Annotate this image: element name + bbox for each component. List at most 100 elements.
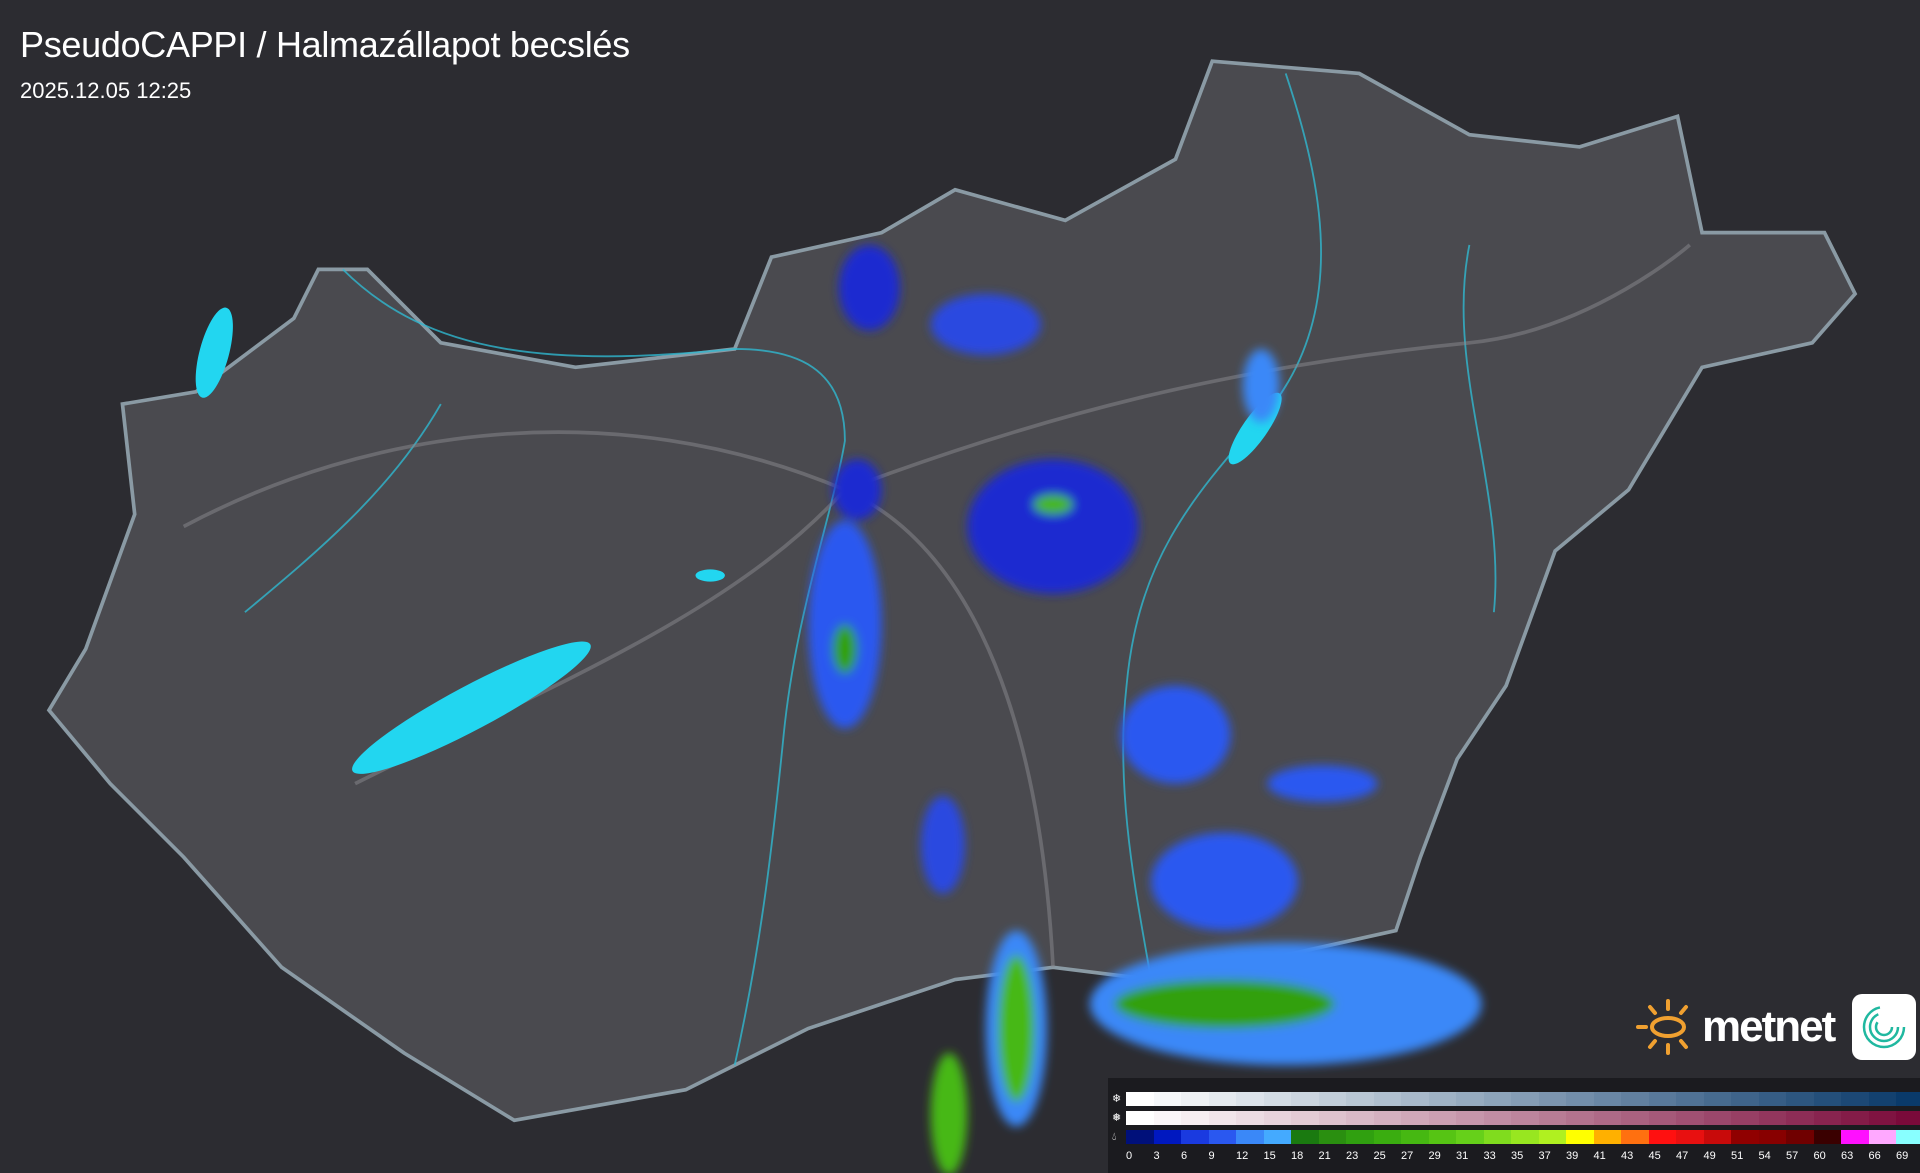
legend-swatch-mixed bbox=[1483, 1111, 1511, 1125]
legend-swatch-snow bbox=[1126, 1092, 1154, 1106]
legend-swatch-rain bbox=[1318, 1130, 1346, 1144]
legend-tick-label: 54 bbox=[1758, 1150, 1771, 1162]
legend-tick-label: 49 bbox=[1703, 1150, 1716, 1162]
legend-swatch-snow bbox=[1318, 1092, 1346, 1106]
legend-swatch-rain bbox=[1648, 1130, 1676, 1144]
legend-tick-label: 41 bbox=[1593, 1150, 1606, 1162]
legend-swatch-rain bbox=[1731, 1130, 1759, 1144]
legend-swatch-snow bbox=[1786, 1092, 1814, 1106]
legend-swatch-mixed bbox=[1676, 1111, 1704, 1125]
legend-swatch-snow bbox=[1428, 1092, 1456, 1106]
timestamp: 2025.12.05 12:25 bbox=[20, 78, 192, 103]
legend-swatch-mixed bbox=[1758, 1111, 1786, 1125]
legend-swatch-mixed bbox=[1456, 1111, 1484, 1125]
legend-swatch-snow bbox=[1511, 1092, 1539, 1106]
legend-swatch-rain bbox=[1456, 1130, 1484, 1144]
legend-swatch-rain bbox=[1786, 1130, 1814, 1144]
legend-ticks: 0 3 6 9 12 15 18 21 23 25 27 29 31 33 35 37 39 41 43 45 47 49… bbox=[1126, 1150, 1920, 1162]
legend-tick-label: 33 bbox=[1483, 1150, 1496, 1162]
legend-swatch-rain bbox=[1538, 1130, 1566, 1144]
legend-swatch-snow bbox=[1593, 1092, 1621, 1106]
legend-swatch-rain bbox=[1758, 1130, 1786, 1144]
legend-swatch-rain bbox=[1153, 1130, 1181, 1144]
legend-swatch-snow bbox=[1236, 1092, 1264, 1106]
legend-swatch-mixed bbox=[1703, 1111, 1731, 1125]
precipitation bbox=[808, 244, 1482, 1173]
legend-swatch-mixed bbox=[1566, 1111, 1594, 1125]
legend-swatch-rain bbox=[1346, 1130, 1374, 1144]
legend-tick-label: 21 bbox=[1318, 1150, 1331, 1162]
legend-swatch-mixed bbox=[1126, 1111, 1154, 1125]
brand-name: metnet bbox=[1702, 1002, 1836, 1051]
legend-tick-label: 51 bbox=[1731, 1150, 1744, 1162]
spiral-app-icon bbox=[1852, 994, 1917, 1060]
legend-tick-label: 12 bbox=[1236, 1150, 1249, 1162]
metnet-logo: metnet bbox=[1636, 994, 1917, 1060]
legend-swatch-rain bbox=[1621, 1130, 1649, 1144]
legend-swatch-snow bbox=[1208, 1092, 1236, 1106]
legend-tick-label: 31 bbox=[1456, 1150, 1469, 1162]
hungary-country bbox=[46, 59, 1858, 1123]
legend-tick-label: 0 bbox=[1126, 1150, 1133, 1162]
legend-swatch-rain bbox=[1676, 1130, 1704, 1144]
snowflake-icon: ❄ bbox=[1112, 1093, 1122, 1105]
legend-swatch-mixed bbox=[1511, 1111, 1539, 1125]
legend-swatch-rain bbox=[1483, 1130, 1511, 1144]
lake-balaton bbox=[352, 641, 591, 774]
legend-tick-label: 63 bbox=[1841, 1150, 1854, 1162]
legend-swatch-snow bbox=[1841, 1092, 1869, 1106]
legend-tick-label: 35 bbox=[1511, 1150, 1524, 1162]
legend-tick-label: 18 bbox=[1291, 1150, 1304, 1162]
legend-swatch-snow bbox=[1566, 1092, 1594, 1106]
legend-swatch-mixed bbox=[1841, 1111, 1869, 1125]
legend-swatch-mixed bbox=[1236, 1111, 1264, 1125]
legend-swatch-rain bbox=[1703, 1130, 1731, 1144]
lake-ferto bbox=[195, 307, 233, 398]
legend-tick-label: 60 bbox=[1813, 1150, 1826, 1162]
legend-swatch-rain bbox=[1511, 1130, 1539, 1144]
legend-swatch-mixed bbox=[1621, 1111, 1649, 1125]
legend-swatch-snow bbox=[1291, 1092, 1319, 1106]
legend-swatch-snow bbox=[1703, 1092, 1731, 1106]
legend-swatch-snow bbox=[1401, 1092, 1429, 1106]
legend-tick-label: 45 bbox=[1648, 1150, 1661, 1162]
legend-swatch-snow bbox=[1868, 1092, 1896, 1106]
legend-swatch-snow bbox=[1758, 1092, 1786, 1106]
legend-swatch-snow bbox=[1813, 1092, 1841, 1106]
sleet-icon: ❅ bbox=[1112, 1112, 1122, 1124]
sun-icon bbox=[1636, 999, 1688, 1055]
legend-swatch-rain bbox=[1291, 1130, 1319, 1144]
legend-swatch-mixed bbox=[1153, 1111, 1181, 1125]
legend-swatch-mixed bbox=[1291, 1111, 1319, 1125]
legend-swatch-mixed bbox=[1263, 1111, 1291, 1125]
rivers bbox=[244, 73, 1497, 1066]
legend-swatch-snow bbox=[1263, 1092, 1291, 1106]
legend-swatch-mixed bbox=[1428, 1111, 1456, 1125]
legend-rain-scale bbox=[1126, 1130, 1920, 1144]
legend-tick-label: 37 bbox=[1538, 1150, 1551, 1162]
legend-swatch-rain bbox=[1428, 1130, 1456, 1144]
legend-tick-label: 3 bbox=[1153, 1150, 1160, 1162]
legend-swatch-rain bbox=[1126, 1130, 1154, 1144]
legend-swatch-snow bbox=[1621, 1092, 1649, 1106]
legend-tick-label: 27 bbox=[1401, 1150, 1414, 1162]
legend-swatch-rain bbox=[1236, 1130, 1264, 1144]
legend-swatch-snow bbox=[1538, 1092, 1566, 1106]
legend-tick-label: 23 bbox=[1346, 1150, 1359, 1162]
legend-swatch-snow bbox=[1648, 1092, 1676, 1106]
legend-swatch-snow bbox=[1181, 1092, 1209, 1106]
legend-swatch-snow bbox=[1373, 1092, 1401, 1106]
legend-swatch-rain bbox=[1208, 1130, 1236, 1144]
legend-swatch-rain bbox=[1813, 1130, 1841, 1144]
legend-swatch-rain bbox=[1263, 1130, 1291, 1144]
legend-swatch-snow bbox=[1456, 1092, 1484, 1106]
map-title: PseudoCAPPI / Halmazállapot becslés bbox=[20, 24, 630, 65]
legend-tick-label: 15 bbox=[1263, 1150, 1276, 1162]
legend-tick-label: 9 bbox=[1208, 1150, 1215, 1162]
legend-tick-label: 43 bbox=[1621, 1150, 1634, 1162]
legend-swatch-snow bbox=[1483, 1092, 1511, 1106]
legend-swatch-mixed bbox=[1373, 1111, 1401, 1125]
legend-tick-label: 25 bbox=[1373, 1150, 1386, 1162]
legend-swatch-mixed bbox=[1538, 1111, 1566, 1125]
